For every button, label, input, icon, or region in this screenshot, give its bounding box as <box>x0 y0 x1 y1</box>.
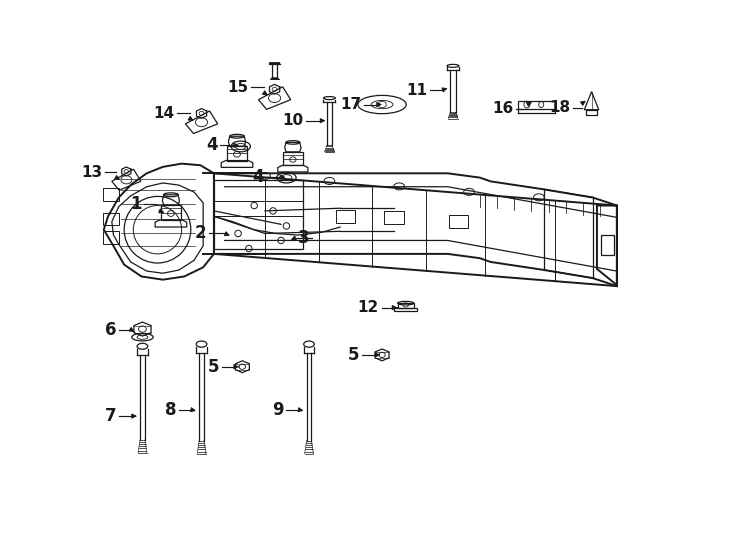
Text: 4: 4 <box>206 137 218 154</box>
Text: 18: 18 <box>549 100 570 115</box>
Text: 11: 11 <box>406 83 427 98</box>
Text: 5: 5 <box>347 346 359 364</box>
Text: 7: 7 <box>105 407 117 425</box>
Text: 2: 2 <box>195 225 206 242</box>
Text: 5: 5 <box>208 357 219 376</box>
Text: 6: 6 <box>105 321 117 339</box>
Text: 1: 1 <box>130 195 142 213</box>
Text: 13: 13 <box>81 165 103 180</box>
Text: 10: 10 <box>283 113 304 128</box>
Text: 16: 16 <box>492 102 513 116</box>
Text: 4: 4 <box>252 168 264 186</box>
Text: 3: 3 <box>298 229 310 247</box>
Text: 8: 8 <box>165 401 176 418</box>
Text: 14: 14 <box>153 106 175 120</box>
Text: 12: 12 <box>357 300 379 315</box>
Text: 17: 17 <box>341 97 362 112</box>
Text: 15: 15 <box>228 80 249 95</box>
Text: 9: 9 <box>272 401 284 418</box>
